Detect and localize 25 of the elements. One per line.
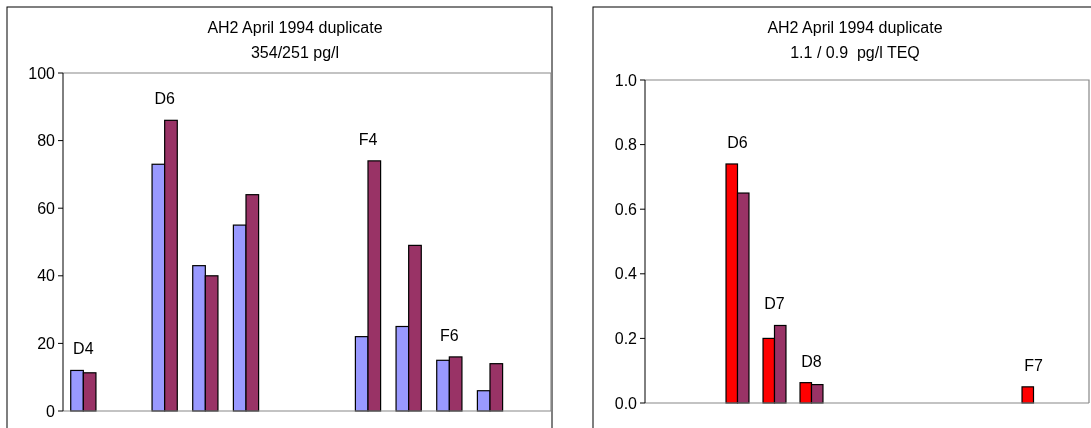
y-tick-label: 60 xyxy=(37,199,56,217)
chart-subtitle: 354/251 pg/l xyxy=(250,44,340,61)
y-tick-label: 100 xyxy=(28,64,56,82)
x-tick-label: D8 xyxy=(801,352,822,370)
x-tick-label: F7 xyxy=(1024,356,1043,374)
chart-title: AH2 April 1994 duplicate xyxy=(207,19,383,36)
chart-subtitle: 1.1 / 0.9 pg/l TEQ xyxy=(790,44,920,61)
y-tick-label: 0 xyxy=(46,402,56,420)
y-tick-label: 20 xyxy=(37,335,56,352)
y-tick-label: 0.2 xyxy=(614,330,638,347)
y-tick-label: 0.4 xyxy=(614,265,638,283)
x-tick-label: D7 xyxy=(764,295,785,313)
x-tick-label: D6 xyxy=(727,133,748,151)
chart-title: AH2 April 1994 duplicate xyxy=(767,19,943,36)
x-tick-label: F4 xyxy=(358,130,378,148)
y-tick-label: 0.0 xyxy=(614,394,638,412)
y-tick-label: 0.6 xyxy=(614,200,638,218)
bar xyxy=(1021,386,1035,404)
y-tick-label: 80 xyxy=(37,132,56,150)
x-tick-label: F6 xyxy=(440,326,459,344)
y-tick-label: 40 xyxy=(37,267,56,285)
x-tick-label: D4 xyxy=(73,340,94,358)
y-tick-label: 0.8 xyxy=(614,136,638,154)
y-tick-label: 1.0 xyxy=(614,71,638,89)
x-tick-label: D6 xyxy=(154,90,175,108)
